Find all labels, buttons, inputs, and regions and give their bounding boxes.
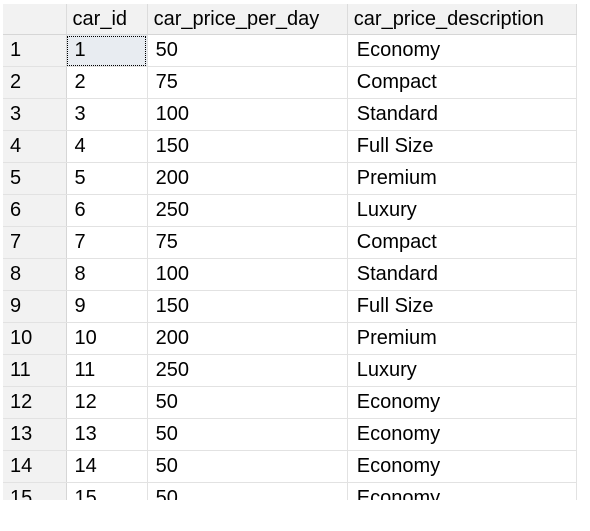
cell-car-id[interactable]: 14 xyxy=(66,450,148,483)
row-number[interactable]: 6 xyxy=(3,194,67,227)
row-number[interactable]: 13 xyxy=(3,418,67,451)
cell-car-price-per-day[interactable]: 50 xyxy=(147,450,348,483)
table-row[interactable]: 8 8 100 Standard xyxy=(3,258,578,291)
cell-car-id[interactable]: 11 xyxy=(66,354,148,387)
row-number[interactable]: 12 xyxy=(3,386,67,419)
table-row[interactable]: 1 1 50 Economy xyxy=(3,34,578,67)
cell-car-id[interactable]: 9 xyxy=(66,290,148,323)
cell-car-id[interactable]: 6 xyxy=(66,194,148,227)
column-header-car-price-per-day[interactable]: car_price_per_day xyxy=(147,4,348,35)
cell-car-price-description[interactable]: Full Size xyxy=(347,290,578,323)
cell-car-price-per-day[interactable]: 100 xyxy=(147,258,348,291)
row-number[interactable]: 9 xyxy=(3,290,67,323)
table-row[interactable]: 6 6 250 Luxury xyxy=(3,194,578,227)
cell-car-price-per-day[interactable]: 75 xyxy=(147,226,348,259)
cell-car-price-description[interactable]: Compact xyxy=(347,66,578,99)
cell-car-price-description[interactable]: Premium xyxy=(347,162,578,195)
table-row[interactable]: 2 2 75 Compact xyxy=(3,66,578,99)
row-number[interactable]: 14 xyxy=(3,450,67,483)
cell-car-id[interactable]: 7 xyxy=(66,226,148,259)
table-row[interactable]: 13 13 50 Economy xyxy=(3,418,578,451)
row-number[interactable]: 5 xyxy=(3,162,67,195)
row-number[interactable]: 1 xyxy=(3,34,67,67)
results-grid: car_id car_price_per_day car_price_descr… xyxy=(3,4,578,515)
cell-car-id[interactable]: 2 xyxy=(66,66,148,99)
cell-car-price-per-day[interactable]: 75 xyxy=(147,66,348,99)
header-row: car_id car_price_per_day car_price_descr… xyxy=(3,4,578,35)
cell-car-price-description[interactable]: Luxury xyxy=(347,194,578,227)
cell-car-price-per-day[interactable]: 250 xyxy=(147,194,348,227)
cell-car-price-per-day[interactable]: 50 xyxy=(147,386,348,419)
cell-car-id[interactable]: 10 xyxy=(66,322,148,355)
cell-car-id[interactable]: 12 xyxy=(66,386,148,419)
cell-car-price-per-day[interactable]: 50 xyxy=(147,34,348,67)
cell-car-price-per-day[interactable]: 200 xyxy=(147,162,348,195)
table-row[interactable]: 4 4 150 Full Size xyxy=(3,130,578,163)
column-header-car-id[interactable]: car_id xyxy=(66,4,148,35)
table-row[interactable]: 3 3 100 Standard xyxy=(3,98,578,131)
cell-car-price-per-day[interactable]: 250 xyxy=(147,354,348,387)
select-all-corner[interactable] xyxy=(3,4,67,35)
cell-car-price-per-day[interactable]: 200 xyxy=(147,322,348,355)
row-number[interactable]: 10 xyxy=(3,322,67,355)
cell-car-price-per-day[interactable]: 150 xyxy=(147,290,348,323)
row-number[interactable]: 7 xyxy=(3,226,67,259)
cell-car-id[interactable]: 8 xyxy=(66,258,148,291)
cell-car-price-description[interactable]: Economy xyxy=(347,386,578,419)
row-number[interactable]: 3 xyxy=(3,98,67,131)
cell-car-price-description[interactable]: Full Size xyxy=(347,130,578,163)
table-row[interactable]: 10 10 200 Premium xyxy=(3,322,578,355)
cell-car-price-per-day[interactable]: 50 xyxy=(147,418,348,451)
table-row[interactable]: 5 5 200 Premium xyxy=(3,162,578,195)
cell-car-id[interactable]: 13 xyxy=(66,418,148,451)
cell-car-price-description[interactable]: Economy xyxy=(347,34,578,67)
cell-car-id[interactable]: 1 xyxy=(66,34,148,67)
cell-car-price-description[interactable]: Standard xyxy=(347,258,578,291)
cell-car-price-description[interactable]: Economy xyxy=(347,450,578,483)
table-row[interactable]: 11 11 250 Luxury xyxy=(3,354,578,387)
row-number[interactable]: 8 xyxy=(3,258,67,291)
row-number[interactable]: 2 xyxy=(3,66,67,99)
cell-car-id[interactable]: 3 xyxy=(66,98,148,131)
grid-body: 1 1 50 Economy 2 2 75 Compact 3 3 100 Standard 4 4 150… xyxy=(3,34,578,515)
cell-car-id[interactable]: 4 xyxy=(66,130,148,163)
cell-car-price-description[interactable]: Premium xyxy=(347,322,578,355)
cell-car-price-per-day[interactable]: 150 xyxy=(147,130,348,163)
empty-grid-area xyxy=(0,500,590,531)
table-row[interactable]: 14 14 50 Economy xyxy=(3,450,578,483)
cell-car-price-description[interactable]: Economy xyxy=(347,418,578,451)
table-row[interactable]: 12 12 50 Economy xyxy=(3,386,578,419)
cell-car-id[interactable]: 5 xyxy=(66,162,148,195)
table-row[interactable]: 9 9 150 Full Size xyxy=(3,290,578,323)
cell-car-price-description[interactable]: Compact xyxy=(347,226,578,259)
column-header-car-price-description[interactable]: car_price_description xyxy=(347,4,578,35)
cell-car-price-description[interactable]: Luxury xyxy=(347,354,578,387)
row-number[interactable]: 4 xyxy=(3,130,67,163)
row-number[interactable]: 11 xyxy=(3,354,67,387)
cell-car-price-per-day[interactable]: 100 xyxy=(147,98,348,131)
table-row[interactable]: 7 7 75 Compact xyxy=(3,226,578,259)
cell-car-price-description[interactable]: Standard xyxy=(347,98,578,131)
